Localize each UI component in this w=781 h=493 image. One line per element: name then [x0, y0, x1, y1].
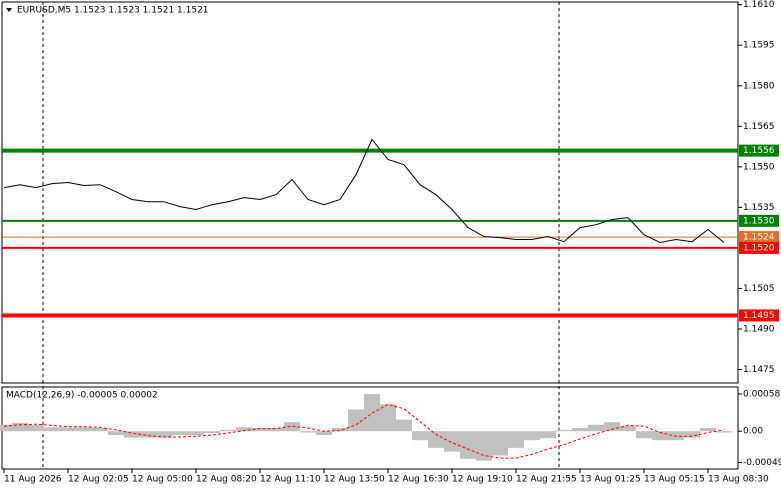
histogram-bar — [492, 431, 508, 456]
level-label-box — [739, 214, 779, 227]
histogram-bar — [236, 427, 252, 432]
histogram-bar — [268, 428, 284, 432]
y-tick-label: 0.00058 — [743, 390, 780, 400]
histogram-bar — [508, 431, 524, 448]
histogram-bar — [524, 431, 540, 441]
macd-title: MACD(12,26,9) -0.00005 0.00002 — [6, 391, 158, 401]
x-tick-label: 12 Aug 13:50 — [324, 475, 385, 485]
x-tick-label: 11 Aug 2026 — [4, 475, 62, 485]
histogram-bar — [284, 422, 300, 432]
histogram-bar — [652, 431, 668, 441]
histogram-bar — [572, 428, 588, 432]
histogram-bar — [476, 431, 492, 461]
y-tick-label: 1.1505 — [743, 284, 775, 294]
histogram-bar — [684, 431, 700, 438]
histogram-bar — [172, 431, 188, 436]
y-tick-label: 1.1610 — [743, 0, 775, 10]
histogram-bar — [668, 431, 684, 441]
histogram-bar — [60, 427, 76, 432]
level-label: 1.1495 — [743, 311, 775, 321]
histogram-bar — [716, 431, 732, 433]
level-label-box — [739, 231, 779, 244]
histogram-bar — [252, 428, 268, 432]
y-tick-label: 1.1475 — [743, 365, 775, 375]
menu-arrow — [6, 8, 12, 12]
x-tick-label: 12 Aug 21:55 — [516, 475, 577, 485]
y-tick-label: 1.1580 — [743, 81, 775, 91]
histogram-bar — [12, 422, 28, 432]
histogram-bar — [540, 431, 556, 439]
x-tick-label: 13 Aug 01:25 — [580, 475, 641, 485]
data-line — [3, 138, 725, 244]
main-frame — [1, 1, 739, 384]
x-tick-label: 12 Aug 11:10 — [260, 475, 321, 485]
histogram-bar — [204, 431, 220, 434]
level-label-box — [739, 144, 779, 157]
histogram-bar — [316, 431, 332, 436]
x-tick-label: 12 Aug 02:05 — [68, 475, 129, 485]
histogram-bar — [396, 419, 412, 432]
histogram-bar — [188, 431, 204, 436]
y-tick-label: 1.1595 — [743, 41, 775, 51]
histogram-bar — [460, 431, 476, 459]
histogram-bar — [332, 428, 348, 432]
x-tick-label: 12 Aug 19:10 — [452, 475, 513, 485]
histogram-bar — [28, 424, 44, 432]
histogram-bar — [412, 431, 428, 441]
y-tick-label: -0.00049 — [743, 458, 781, 468]
histogram-bar — [0, 424, 12, 432]
x-tick-label: 13 Aug 05:15 — [644, 475, 705, 485]
histogram-bar — [300, 431, 316, 433]
histogram-bar — [604, 422, 620, 432]
data-line — [3, 403, 725, 459]
histogram-bar — [700, 428, 716, 432]
level-label: 1.1524 — [743, 233, 775, 243]
level-label-box — [739, 241, 779, 254]
level-label: 1.1556 — [743, 146, 775, 156]
level-label: 1.1530 — [743, 216, 775, 226]
histogram-bar — [108, 431, 124, 436]
y-tick-label: 1.1535 — [743, 203, 775, 213]
x-tick-label: 13 Aug 08:30 — [708, 475, 769, 485]
histogram-bar — [220, 429, 236, 432]
histogram-bar — [556, 429, 572, 432]
chart-title: EURUSD,M5 1.1523 1.1523 1.1521 1.1521 — [17, 6, 209, 16]
level-label: 1.1520 — [743, 243, 775, 253]
level-label-box — [739, 309, 779, 322]
histogram-bar — [124, 431, 140, 438]
histogram-bar — [428, 431, 444, 448]
x-tick-label: 12 Aug 05:00 — [132, 475, 193, 485]
histogram-bar — [588, 424, 604, 432]
x-tick-label: 12 Aug 08:20 — [196, 475, 257, 485]
histogram-bar — [620, 426, 636, 432]
y-tick-label: 1.1550 — [743, 162, 775, 172]
histogram-bar — [444, 431, 460, 452]
x-tick-label: 12 Aug 16:30 — [388, 475, 449, 485]
y-tick-label: 0.00 — [743, 427, 763, 437]
histogram-bar — [92, 428, 108, 432]
histogram-bar — [380, 404, 396, 432]
histogram-bar — [156, 431, 172, 438]
histogram-bar — [636, 431, 652, 439]
y-tick-label: 1.1490 — [743, 324, 775, 334]
y-tick-label: 1.1565 — [743, 122, 775, 132]
histogram-bar — [44, 427, 60, 432]
histogram-bar — [364, 394, 380, 432]
histogram-bar — [76, 427, 92, 432]
histogram-bar — [140, 431, 156, 438]
